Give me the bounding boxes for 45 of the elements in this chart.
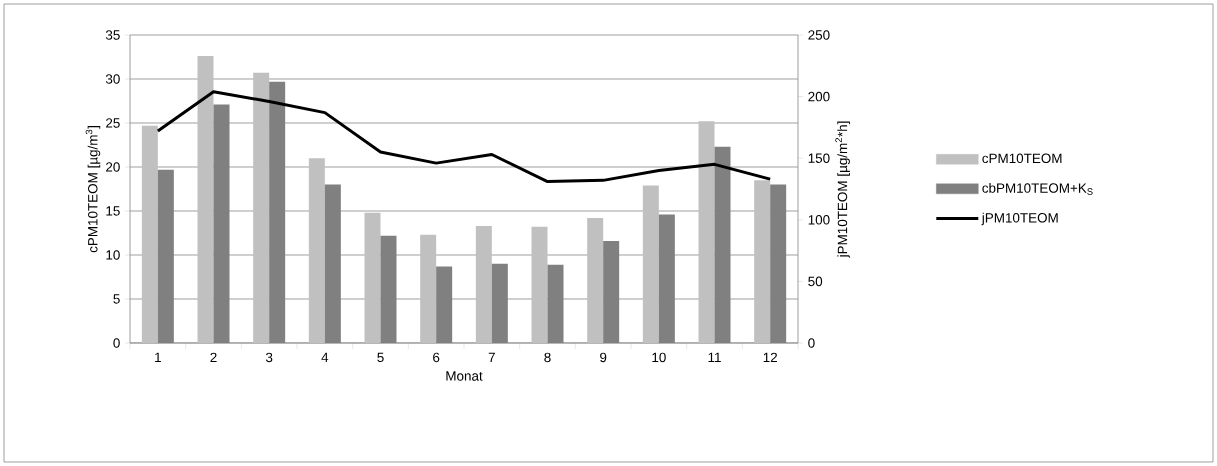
y2-tick-label: 50	[808, 276, 823, 287]
y2-tick-label: 150	[808, 153, 830, 163]
y2-axis-title: jPM10TEOM [µg/m$^{2}$*h]	[835, 121, 850, 258]
bar	[197, 56, 214, 343]
legend-label: cbPM10TEOM+K$_{S}$	[982, 182, 1093, 195]
x-tick-label: 5	[377, 352, 384, 363]
bar	[253, 72, 270, 343]
bar	[531, 226, 548, 343]
y2-tick-label: 250	[808, 30, 830, 40]
x-tick-label: 7	[488, 352, 495, 362]
bar	[587, 218, 604, 343]
y-tick-label: 30	[105, 74, 120, 84]
bar	[754, 180, 771, 343]
y-tick-label: 20	[106, 162, 120, 172]
x-tick-label: 2	[210, 352, 217, 363]
x-tick-label: 9	[600, 352, 607, 363]
y2-tick-label: 0	[808, 338, 815, 348]
y-tick-label: 15	[106, 206, 120, 216]
bar	[698, 121, 715, 343]
x-tick-label: 8	[544, 352, 551, 363]
legend-label: cPM10TEOM	[982, 153, 1062, 164]
bar	[642, 185, 659, 343]
y-tick-label: 0	[113, 338, 120, 348]
y-axis-title: cPM10TEOM [µg/m$^{3}$]	[85, 126, 101, 253]
y-tick-label: 10	[106, 250, 120, 260]
line-series	[156, 90, 772, 184]
x-tick-label: 10	[652, 352, 666, 363]
y-tick-label: 35	[105, 30, 120, 40]
x-tick-label: 11	[708, 352, 721, 362]
x-tick-label: 1	[155, 352, 161, 362]
x-tick-label: 12	[763, 352, 777, 363]
bar	[141, 125, 158, 343]
bar	[308, 158, 325, 343]
bar	[420, 234, 437, 343]
y-tick-label: 5	[113, 294, 120, 304]
x-axis-title: Monat	[446, 371, 483, 381]
y2-tick-label: 100	[808, 215, 830, 225]
x-tick-label: 6	[433, 352, 440, 363]
y-tick-label: 25	[106, 118, 120, 128]
bar	[475, 225, 492, 343]
x-tick-label: 4	[321, 352, 329, 362]
bar	[364, 212, 381, 343]
legend-label: jPM10TEOM	[981, 212, 1058, 226]
x-tick-label: 3	[265, 352, 273, 363]
y2-tick-label: 200	[808, 91, 830, 102]
